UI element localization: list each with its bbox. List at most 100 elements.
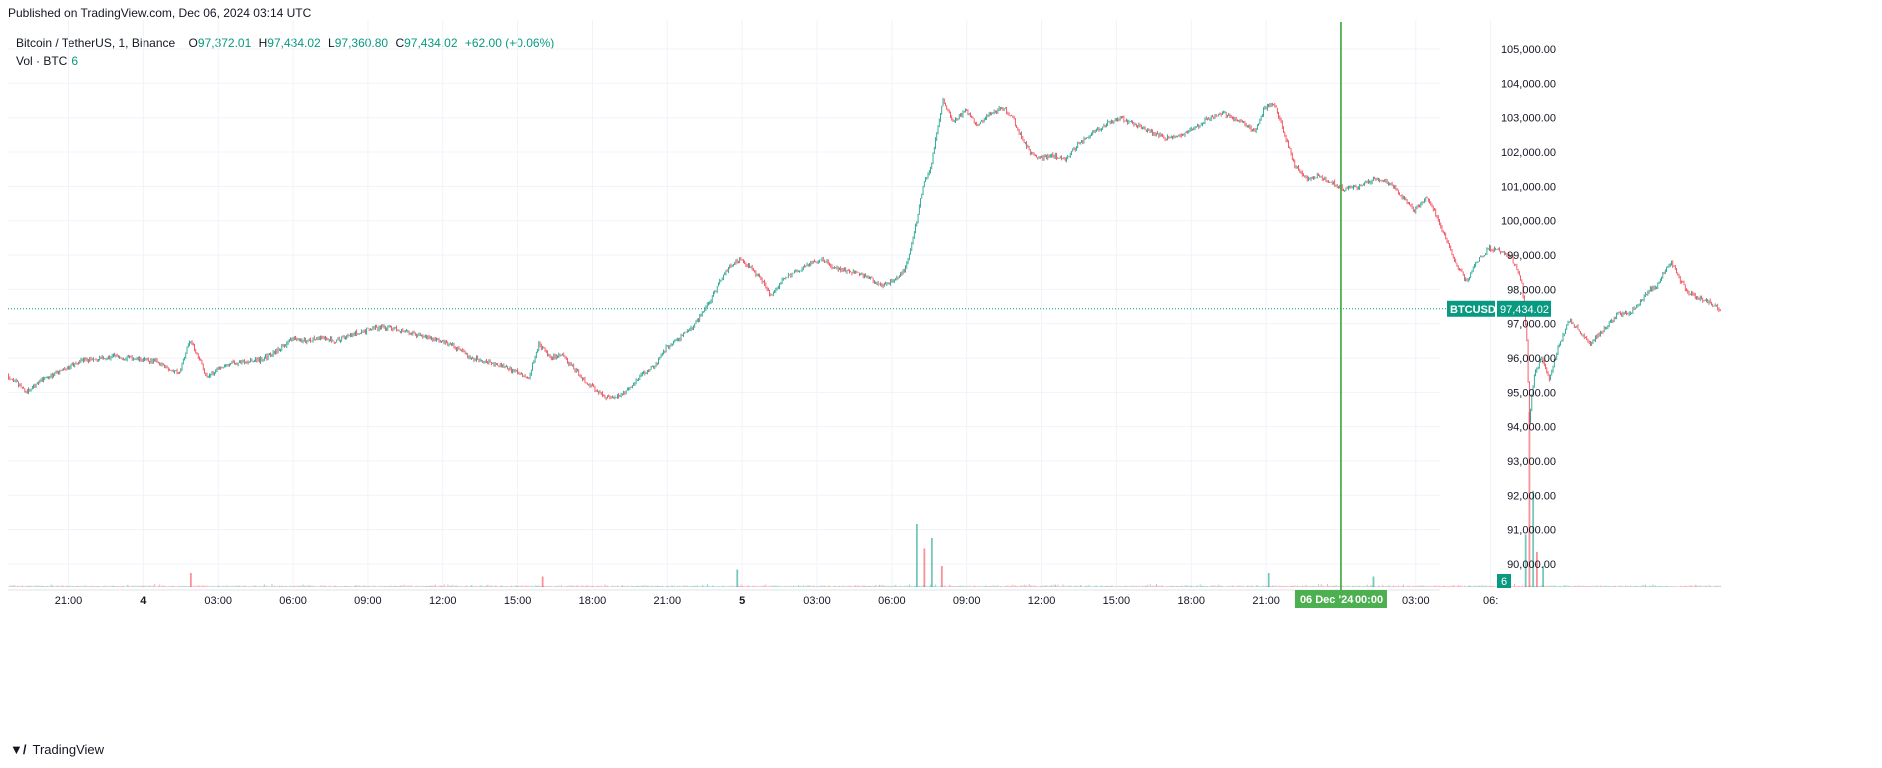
volume-bar (1435, 585, 1437, 587)
volume-bar (59, 586, 61, 587)
volume-bar (396, 586, 398, 587)
volume-bar (1355, 585, 1357, 587)
volume-bar (1623, 586, 1625, 587)
volume-bar (512, 585, 514, 587)
volume-bar (19, 586, 21, 587)
change-value: +62.00 (+0.06%) (464, 36, 555, 50)
volume-bar (260, 586, 262, 587)
volume-bar (834, 585, 836, 587)
volume-bar (261, 586, 263, 587)
volume-bar (1277, 586, 1278, 587)
volume-bar (1375, 586, 1377, 587)
chart-legend: Bitcoin / TetherUS, 1, Binance O97,372.0… (16, 34, 554, 70)
volume-bar (856, 585, 858, 587)
volume-bar (1122, 586, 1124, 587)
volume-bar (917, 585, 919, 587)
volume-bar (1683, 585, 1685, 587)
volume-bar (423, 586, 425, 587)
volume-bar (1164, 586, 1166, 587)
price-badge-symbol: BTCUSDT (1450, 304, 1503, 316)
volume-bar (381, 585, 383, 587)
volume-bar (1058, 586, 1060, 587)
volume-bar (881, 584, 883, 587)
volume-bar (676, 585, 678, 587)
volume-bar (1602, 586, 1604, 587)
volume-bar (1061, 586, 1063, 587)
crosshair-time: 00:00 (1355, 594, 1383, 606)
volume-bar (703, 585, 705, 587)
volume-bar (1099, 585, 1101, 587)
volume-bar (620, 585, 622, 587)
volume-bar (663, 586, 665, 587)
volume-bar (1066, 586, 1068, 587)
volume-bar (221, 585, 223, 587)
volume-bar (1225, 586, 1227, 587)
volume-bar (75, 586, 77, 587)
volume-bar (513, 586, 515, 587)
volume-bar (624, 585, 626, 587)
volume-bar (337, 586, 339, 587)
volume-bar (24, 586, 26, 587)
volume-bar (285, 585, 287, 587)
volume-bar (1072, 586, 1074, 587)
volume-bar (1219, 585, 1221, 587)
volume-bar (375, 586, 376, 587)
volume-bar (1431, 586, 1433, 587)
volume-bar (731, 585, 733, 587)
volume-bar (116, 586, 118, 587)
volume-bar (86, 586, 88, 587)
volume-bar (1285, 585, 1287, 587)
volume-bar (1632, 586, 1634, 587)
volume-bar (1169, 586, 1171, 587)
price-tick-label: 97,000.00 (1507, 319, 1556, 331)
volume-bar (804, 586, 806, 587)
price-chart[interactable]: 105,000.00 104,000.00 103,000.00 102,000.00… (0, 0, 1882, 740)
volume-bar (1716, 586, 1718, 587)
volume-bar (780, 585, 782, 587)
volume-bar (1450, 585, 1452, 587)
volume-bar (755, 585, 757, 587)
volume-bar (953, 586, 955, 587)
volume-bar (315, 586, 317, 587)
volume-bar (918, 586, 920, 587)
volume-bar (832, 586, 834, 587)
volume-bar (962, 585, 964, 587)
volume-bar (822, 585, 824, 587)
volume-bar (1531, 585, 1533, 587)
volume-bar (537, 585, 539, 587)
tradingview-logo-icon[interactable]: ▼/ (10, 742, 27, 757)
volume-bar (938, 586, 940, 587)
brand-name[interactable]: TradingView (32, 742, 105, 757)
volume-bar (176, 586, 178, 587)
volume-bar (812, 585, 814, 587)
volume-bar (1335, 584, 1337, 587)
volume-bar (650, 585, 652, 587)
volume-bar (1568, 585, 1570, 587)
volume-bar (730, 585, 732, 587)
volume-bar (619, 586, 621, 587)
volume-bar (807, 585, 809, 587)
volume-label[interactable]: Vol · BTC (16, 54, 68, 68)
volume-bar (1017, 585, 1019, 587)
volume-bar (201, 585, 203, 587)
volume-bar (29, 585, 31, 587)
volume-bar (360, 586, 362, 587)
volume-bar (1486, 585, 1488, 587)
volume-bar (1308, 586, 1310, 587)
volume-bar (184, 586, 186, 587)
volume-bar (1676, 586, 1678, 587)
volume-bar (531, 585, 532, 587)
volume-bar (907, 585, 909, 587)
price-tick-label: 104,000.00 (1501, 78, 1556, 90)
time-tick-label: 5 (739, 595, 745, 607)
symbol-label[interactable]: Bitcoin / TetherUS, 1, Binance (16, 36, 176, 50)
volume-bar (1379, 585, 1381, 587)
volume-bar (1447, 586, 1449, 587)
volume-bar (1288, 586, 1290, 587)
volume-bar (1626, 585, 1628, 587)
volume-bar (1227, 586, 1229, 587)
time-tick-label: 12:00 (1028, 595, 1056, 607)
volume-bar (846, 585, 848, 587)
volume-bar (890, 585, 892, 587)
volume-bar (1128, 586, 1130, 587)
